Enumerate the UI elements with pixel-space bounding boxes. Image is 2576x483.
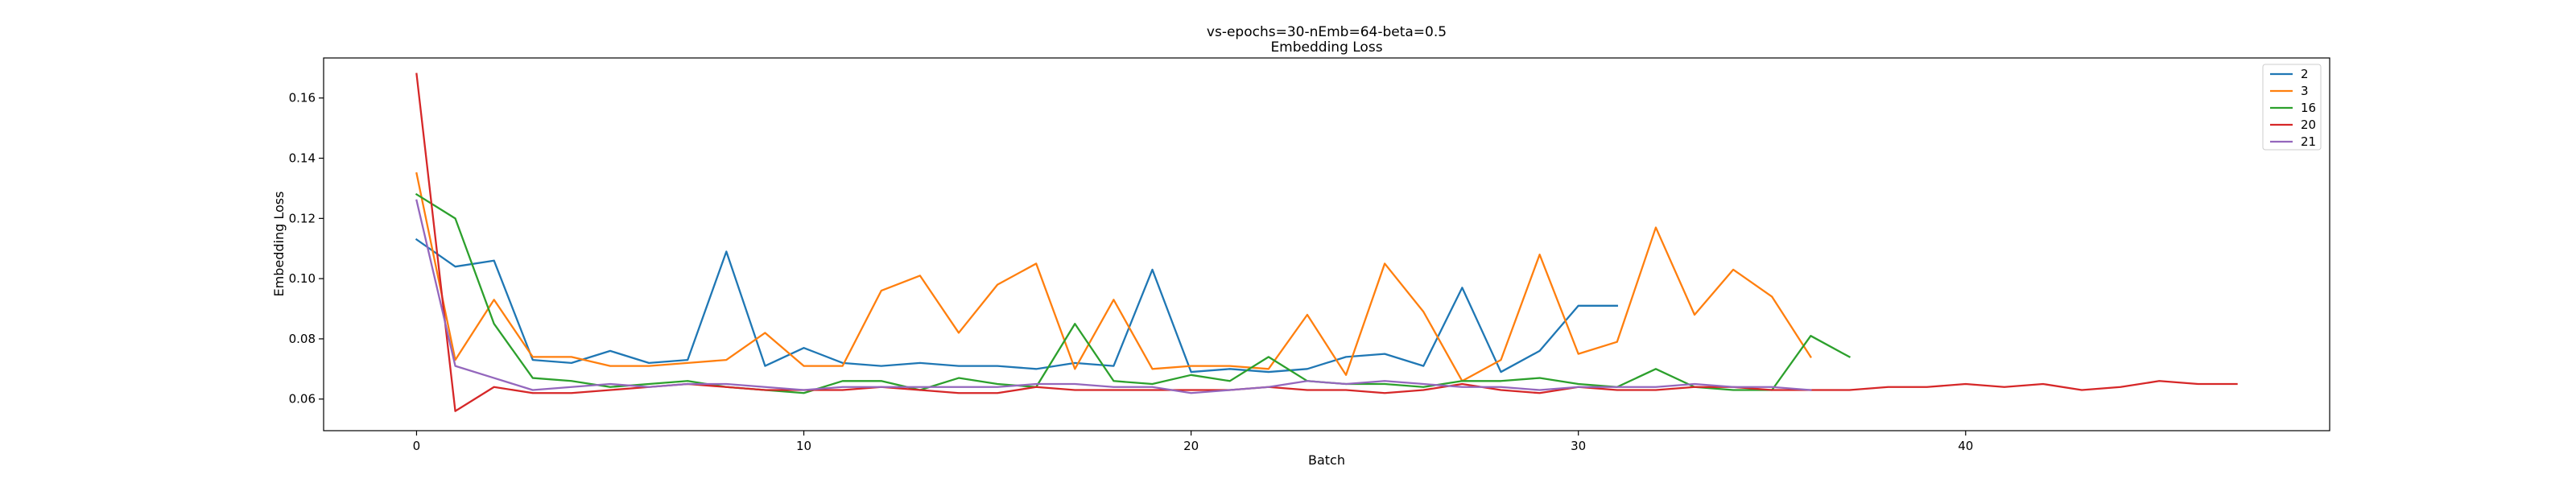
- x-axis-title: Batch: [1308, 452, 1345, 468]
- legend-label-20: 20: [2301, 118, 2316, 132]
- legend-label-21: 21: [2301, 134, 2316, 149]
- x-tick-label: 0: [413, 439, 421, 453]
- x-tick-label: 30: [1571, 439, 1586, 453]
- series-line-20: [415, 72, 2238, 412]
- series-line-2: [415, 237, 1618, 374]
- legend-label-3: 3: [2301, 84, 2309, 98]
- legend: 2 3 16 20 21: [2262, 64, 2322, 151]
- chart-title: vs-epochs=30-nEmb=64-beta=0.5: [1207, 24, 1447, 40]
- x-tick-label: 40: [1958, 439, 1973, 453]
- y-tick-label: 0.10: [289, 271, 316, 286]
- legend-label-16: 16: [2301, 101, 2316, 115]
- y-tick-label: 0.06: [289, 392, 316, 407]
- plot-area-frame: [323, 57, 2330, 431]
- legend-label-2: 2: [2301, 67, 2309, 81]
- chart-subtitle: Embedding Loss: [1270, 39, 1382, 56]
- series-line-3: [415, 171, 1812, 382]
- x-tick-label: 20: [1183, 439, 1199, 453]
- y-tick-label: 0.14: [289, 151, 316, 166]
- y-tick-label: 0.08: [289, 332, 316, 346]
- x-axis: 0 10 20 30 40: [413, 431, 1973, 453]
- y-axis-title: Embedding Loss: [271, 192, 287, 297]
- plot-lines: [415, 72, 2238, 412]
- y-tick-label: 0.16: [289, 91, 316, 105]
- x-tick-label: 10: [796, 439, 811, 453]
- y-tick-label: 0.12: [289, 211, 316, 225]
- y-axis: 0.06 0.08 0.10 0.12 0.14 0.16: [289, 91, 324, 407]
- series-line-21: [415, 199, 1812, 394]
